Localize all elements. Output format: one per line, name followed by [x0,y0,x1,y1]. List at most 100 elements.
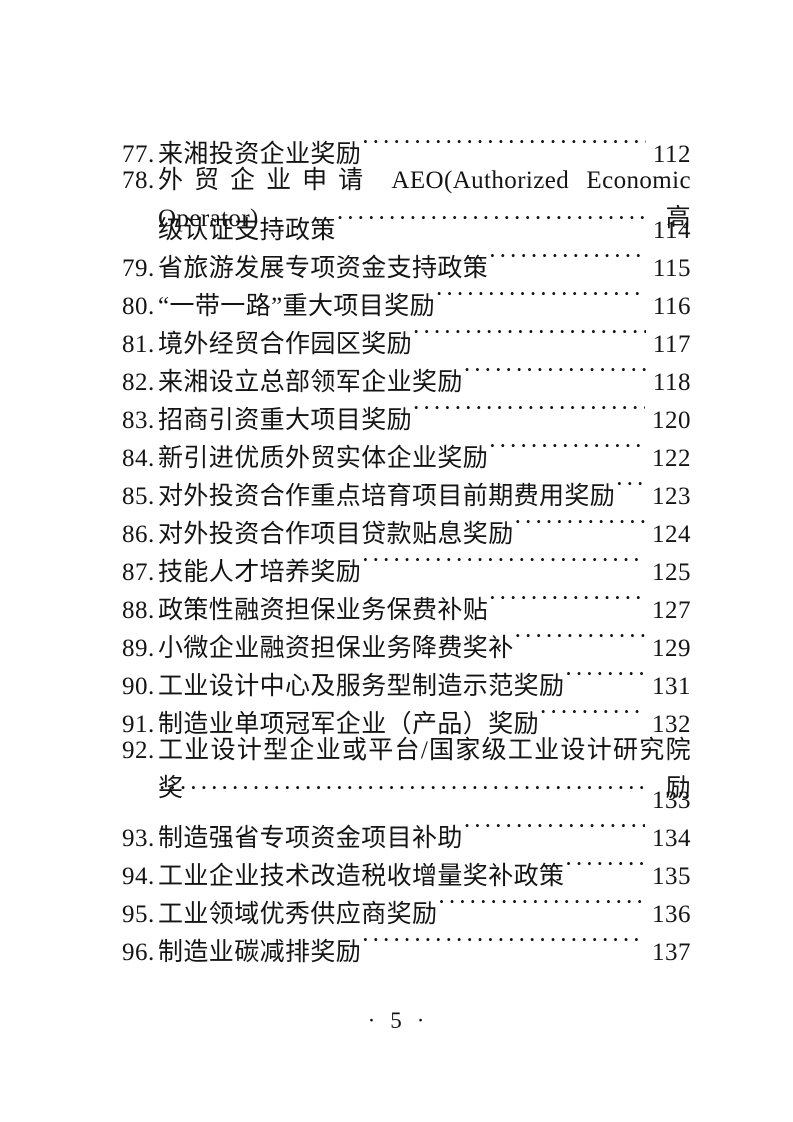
toc-entry-title: 新引进优质外贸实体企业奖励 [158,445,489,472]
toc-entry[interactable]: 91.制造业单项冠军企业（产品）奖励 132 [103,694,691,738]
toc-entry-number-separator: . [148,369,155,396]
toc-entry-line-continuation: 级认证支持政策 114 [103,200,691,244]
footer-left-dot: · [367,1008,377,1033]
toc-entry-number: 87 [122,559,148,586]
toc-entry-number-separator: . [148,737,155,764]
toc-entry[interactable]: 85.对外投资合作重点培育项目前期费用奖励123 [103,466,691,510]
toc-entry-number: 94 [122,863,148,890]
toc-entry-number-separator: . [148,939,155,966]
toc-entry-title: 政策性融资担保业务保费补贴 [158,597,489,624]
toc-dot-leader [488,428,645,466]
toc-entry-number-separator: . [148,331,155,358]
toc-entry-number: 85 [122,483,148,510]
toc-entry-number: 82 [122,369,148,396]
toc-dot-leader [412,390,645,428]
toc-dot-leader [488,580,645,618]
toc-entry-number-separator: . [148,521,155,548]
toc-entry-number: 88 [122,597,148,624]
toc-entry-number: 77 [122,141,148,168]
toc-entry-number-separator: . [148,483,155,510]
toc-dot-leader [615,466,645,504]
toc-entry-number: 89 [122,635,148,662]
toc-entry-page: 134 [652,825,691,852]
toc-entry-page: 125 [652,559,691,586]
toc-entry-page: 118 [652,369,691,396]
toc-entry-number-separator: . [148,901,155,928]
toc-entry-page: 132 [652,711,691,738]
toc-dot-leader [361,922,645,960]
table-of-contents: 77.来湘投资企业奖励11278.外贸企业申请 AEO(Authorized E… [103,124,691,966]
toc-entry-number: 90 [122,673,148,700]
toc-entry[interactable]: 77.来湘投资企业奖励 112 [103,124,691,168]
toc-entry-line: 78. 外贸企业申请 AEO(Authorized Economic Operat… [103,162,691,232]
toc-dot-leader [463,352,646,390]
toc-entry[interactable]: 93.制造强省专项资金项目补助 134 [103,808,691,852]
toc-entry-line: 87.技能人才培养奖励 125 [103,542,691,586]
toc-entry-page: 120 [652,407,691,434]
toc-entry[interactable]: 90.工业设计中心及服务型制造示范奖励 131 [103,656,691,700]
toc-entry-number-separator: . [148,863,155,890]
toc-dot-leader [539,694,645,732]
toc-entry-page: 123 [652,483,691,510]
toc-entry[interactable]: 81.境外经贸合作园区奖励 117 [103,314,691,358]
toc-entry-title: 来湘投资企业奖励 [158,141,362,168]
toc-dot-leader [336,200,646,238]
toc-entry-number: 95 [122,901,148,928]
toc-entry-line: 88.政策性融资担保业务保费补贴 127 [103,580,691,624]
toc-entry[interactable]: 86.对外投资合作项目贷款贴息奖励124 [103,504,691,548]
toc-entry-line: 85.对外投资合作重点培育项目前期费用奖励123 [103,466,691,510]
toc-dot-leader [437,884,645,922]
toc-dot-leader [361,124,646,162]
toc-entry[interactable]: 79.省旅游发展专项资金支持政策 115 [103,238,691,282]
toc-entry-title: 小微企业融资担保业务降费奖补 [158,635,514,662]
toc-entry-page: 115 [652,255,691,282]
toc-dot-leader [488,238,646,276]
toc-entry[interactable]: 95.工业领域优秀供应商奖励136 [103,884,691,928]
toc-entry[interactable]: 92.工业设计型企业或平台/国家级工业设计研究院奖励133 [103,732,691,814]
toc-entry-line: 82.来湘设立总部领军企业奖励118 [103,352,691,396]
toc-entry-line: 77.来湘投资企业奖励 112 [103,124,691,168]
toc-entry[interactable]: 83.招商引资重大项目奖励 120 [103,390,691,434]
toc-entry[interactable]: 84.新引进优质外贸实体企业奖励 122 [103,428,691,472]
toc-entry-number: 96 [122,939,148,966]
toc-entry[interactable]: 88.政策性融资担保业务保费补贴 127 [103,580,691,624]
toc-entry-page: 112 [652,141,691,168]
toc-entry-title: 制造强省专项资金项目补助 [158,825,463,852]
toc-entry-number: 91 [122,711,148,738]
toc-dot-leader [158,770,645,808]
toc-entry-line: 90.工业设计中心及服务型制造示范奖励 131 [103,656,691,700]
toc-entry-line: 86.对外投资合作项目贷款贴息奖励124 [103,504,691,548]
toc-entry-page: 124 [652,521,691,548]
toc-entry-page: 133 [652,787,691,814]
toc-entry-number: 93 [122,825,148,852]
toc-entry-line: 91.制造业单项冠军企业（产品）奖励 132 [103,694,691,738]
toc-entry-page: 136 [652,901,691,928]
toc-dot-leader [463,808,645,846]
toc-entry-title: 招商引资重大项目奖励 [158,407,413,434]
toc-entry-line: 80.“一带一路”重大项目奖励 116 [103,276,691,320]
toc-entry-line: 93.制造强省专项资金项目补助 134 [103,808,691,852]
toc-entry[interactable]: 80.“一带一路”重大项目奖励 116 [103,276,691,320]
toc-entry-number: 79 [122,255,148,282]
toc-entry[interactable]: 94.工业企业技术改造税收增量奖补政策135 [103,846,691,890]
toc-entry-number: 84 [122,445,148,472]
toc-entry[interactable]: 78. 外贸企业申请 AEO(Authorized Economic Operat… [103,162,691,244]
toc-entry[interactable]: 87.技能人才培养奖励 125 [103,542,691,586]
toc-entry-page: 114 [652,217,691,244]
page-number: 5 [390,1008,403,1033]
toc-entry-number-separator: . [148,445,155,472]
toc-entry-number-separator: . [148,825,155,852]
toc-entry[interactable]: 82.来湘设立总部领军企业奖励118 [103,352,691,396]
toc-entry-line: 79.省旅游发展专项资金支持政策 115 [103,238,691,282]
toc-dot-leader [361,542,645,580]
toc-entry[interactable]: 96.制造业碳减排奖励 137 [103,922,691,966]
toc-entry-page: 122 [652,445,691,472]
toc-entry[interactable]: 89.小微企业融资担保业务降费奖补 129 [103,618,691,662]
toc-entry-page: 137 [652,939,691,966]
toc-entry-number-separator: . [148,559,155,586]
toc-entry-page: 129 [652,635,691,662]
toc-entry-page: 116 [652,293,691,320]
toc-entry-number-separator: . [148,141,155,168]
toc-entry-line: 95.工业领域优秀供应商奖励136 [103,884,691,928]
